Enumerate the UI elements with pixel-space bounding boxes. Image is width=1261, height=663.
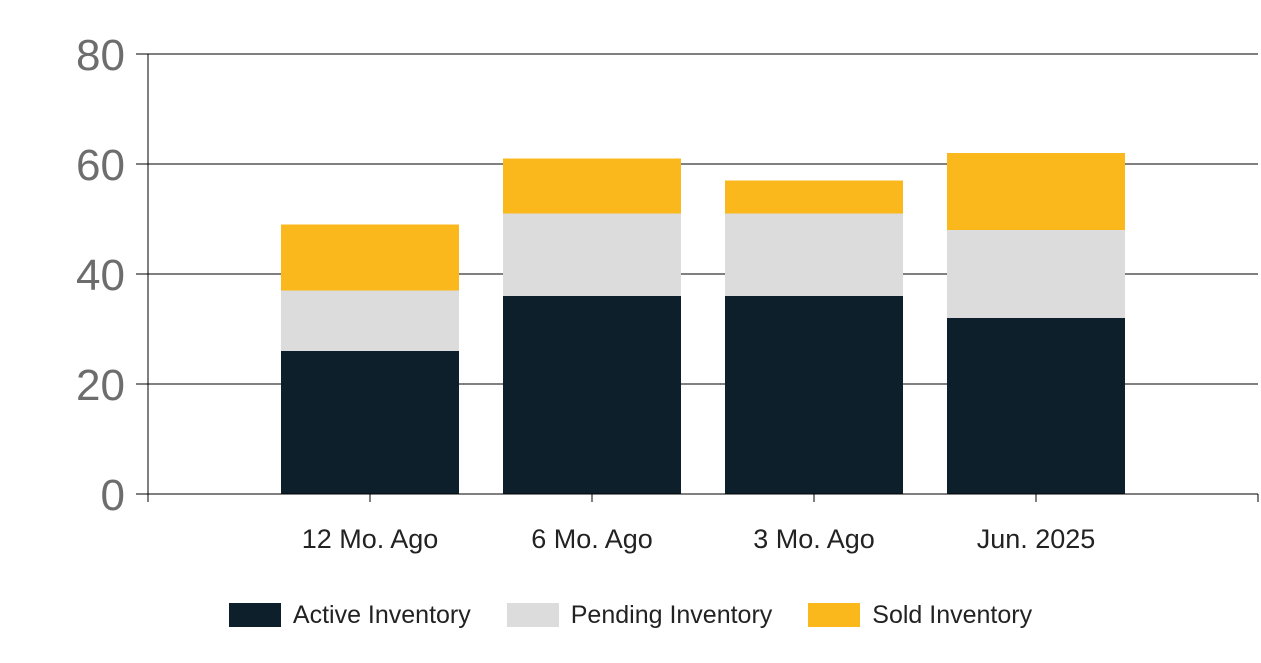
bar-active-inventory bbox=[947, 318, 1125, 494]
y-tick-label: 20 bbox=[76, 361, 125, 410]
bar-pending-inventory bbox=[281, 290, 459, 351]
x-tick-label: 3 Mo. Ago bbox=[753, 524, 875, 554]
legend-label-pending: Pending Inventory bbox=[570, 600, 773, 629]
bar-pending-inventory bbox=[725, 213, 903, 296]
x-tick-label: 12 Mo. Ago bbox=[302, 524, 439, 554]
bar-sold-inventory bbox=[725, 180, 903, 214]
bar-pending-inventory bbox=[947, 230, 1125, 318]
x-tick-labels: 12 Mo. Ago 6 Mo. Ago 3 Mo. Ago Jun. 2025 bbox=[302, 524, 1096, 554]
bar-active-inventory bbox=[281, 351, 459, 494]
bar-active-inventory bbox=[503, 296, 681, 494]
y-tick-label: 60 bbox=[76, 141, 125, 190]
bar-sold-inventory bbox=[947, 153, 1125, 230]
legend-label-sold: Sold Inventory bbox=[872, 600, 1033, 629]
legend-swatch-pending bbox=[506, 603, 559, 627]
legend-item-active: Active Inventory bbox=[228, 600, 471, 630]
x-tick-label: 6 Mo. Ago bbox=[531, 524, 653, 554]
x-tick-label: Jun. 2025 bbox=[977, 524, 1096, 554]
y-tick-label: 40 bbox=[76, 251, 125, 300]
bar-active-inventory bbox=[725, 296, 903, 494]
legend-swatch-sold bbox=[808, 603, 861, 627]
bars bbox=[281, 153, 1125, 494]
bar-sold-inventory bbox=[503, 158, 681, 214]
y-tick-label: 0 bbox=[101, 471, 125, 520]
stacked-bar-chart: 0 20 40 60 80 12 Mo. Ago 6 Mo. Ago 3 Mo. Ago Ju… bbox=[76, 31, 1259, 554]
legend: Active Inventory Pending Inventory Sold … bbox=[0, 600, 1261, 630]
legend-item-sold: Sold Inventory bbox=[808, 601, 1032, 630]
y-tick-label: 80 bbox=[76, 31, 125, 80]
legend-item-pending: Pending Inventory bbox=[506, 600, 773, 630]
legend-swatch-active bbox=[228, 603, 281, 627]
legend-label-active: Active Inventory bbox=[292, 600, 471, 629]
bar-pending-inventory bbox=[503, 213, 681, 296]
y-tick-labels: 0 20 40 60 80 bbox=[76, 31, 125, 520]
axes bbox=[136, 54, 1259, 502]
bar-sold-inventory bbox=[281, 224, 459, 291]
